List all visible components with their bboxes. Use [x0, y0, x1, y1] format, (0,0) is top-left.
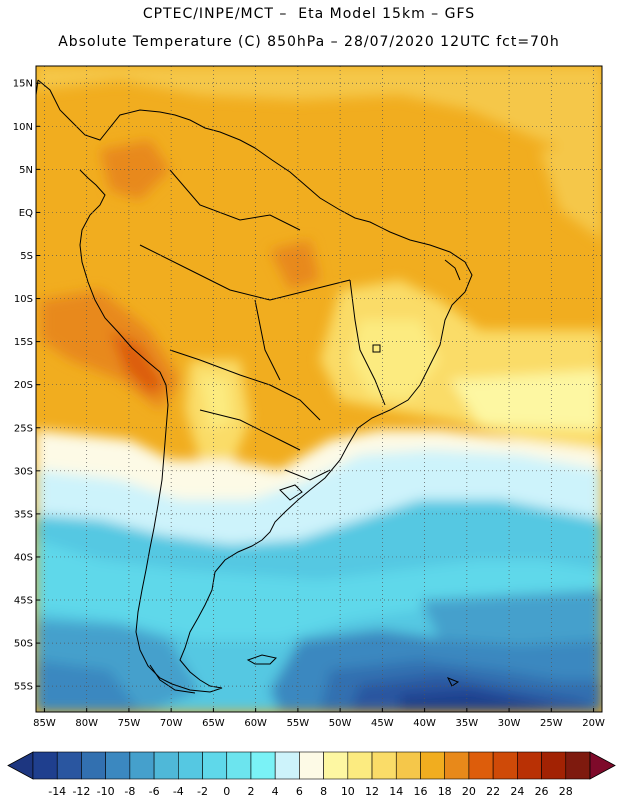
colorbar-label: 4	[272, 785, 279, 798]
colorbar-label: 18	[438, 785, 452, 798]
map-frame	[35, 65, 603, 713]
colorbar-swatch	[178, 751, 203, 780]
lat-tick-label: 10N	[13, 122, 33, 133]
lon-tick-label: 40W	[413, 718, 436, 729]
latitude-axis: 15N 10N 5N EQ 5S 10S 15S 20S 25S 30S 35S 40S 45S 50S 5…	[13, 79, 40, 693]
colorbar-swatch	[371, 751, 397, 780]
colorbar-label: 26	[535, 785, 549, 798]
colorbar-label: 8	[320, 785, 327, 798]
colorbar-label: 20	[462, 785, 476, 798]
lon-tick-label: 20W	[582, 718, 605, 729]
lat-tick-label: 20S	[14, 380, 33, 391]
colorbar-label: 22	[486, 785, 500, 798]
colorbar-swatch	[541, 751, 567, 780]
lat-tick-label: 50S	[14, 639, 33, 650]
lat-tick-label: 40S	[14, 552, 33, 563]
colorbar-label: -6	[149, 785, 160, 798]
colorbar-under-arrow	[7, 751, 34, 780]
lat-tick-label: 55S	[14, 682, 33, 693]
lat-tick-label: 45S	[14, 596, 33, 607]
colorbar-label: -2	[197, 785, 208, 798]
lon-tick-label: 85W	[33, 718, 56, 729]
lat-tick-label: 30S	[14, 466, 33, 477]
colorbar-label: -10	[97, 785, 115, 798]
colorbar-label: 28	[559, 785, 573, 798]
colorbar-over-arrow	[589, 751, 616, 780]
colorbar-swatch	[420, 751, 445, 780]
colorbar-label: 12	[365, 785, 379, 798]
lon-tick-label: 60W	[244, 718, 267, 729]
colorbar-label: -8	[124, 785, 135, 798]
lat-tick-label: 15N	[13, 79, 33, 90]
colorbar-swatch	[468, 751, 494, 780]
colorbar-label: 14	[389, 785, 403, 798]
lat-tick-label: EQ	[19, 208, 33, 219]
lon-tick-label: 45W	[371, 718, 394, 729]
colorbar-swatch	[81, 751, 106, 780]
lon-tick-label: 35W	[456, 718, 479, 729]
colorbar-label: 6	[296, 785, 303, 798]
colorbar-label: 10	[341, 785, 355, 798]
lat-tick-label: 35S	[14, 509, 33, 520]
lat-tick-label: 5N	[19, 165, 33, 176]
colorbar-swatch	[347, 751, 373, 780]
longitude-axis: 85W 80W 75W 70W 65W 60W 55W 50W 45W 40W 35W 30W 25W 2…	[33, 708, 605, 729]
colorbar-label: 2	[247, 785, 254, 798]
colorbar-label: -12	[72, 785, 90, 798]
lat-tick-label: 15S	[14, 337, 33, 348]
colorbar-swatch	[226, 751, 252, 780]
colorbar-swatch	[323, 751, 349, 780]
colorbar-swatch	[202, 751, 228, 780]
lat-tick-label: 10S	[14, 294, 33, 305]
colorbar-swatch	[444, 751, 470, 780]
colorbar-label: 24	[510, 785, 524, 798]
lon-tick-label: 80W	[75, 718, 98, 729]
colorbar-swatch	[274, 751, 300, 780]
colorbar-swatch	[153, 751, 179, 780]
colorbar-swatch	[129, 751, 155, 780]
lon-tick-label: 75W	[118, 718, 141, 729]
lon-tick-label: 25W	[540, 718, 563, 729]
colorbar-swatch	[517, 751, 542, 780]
map-title-line1: CPTEC/INPE/MCT – Eta Model 15km – GFS	[142, 6, 476, 22]
colorbar-label: 0	[223, 785, 230, 798]
colorbar: -14 -12 -10 -8 -6 -4 -2 0 2 4 6 8 10 12 14 16 18 20 22 24 26…	[7, 751, 616, 798]
colorbar-swatch	[32, 751, 58, 780]
colorbar-label: -14	[48, 785, 66, 798]
colorbar-swatch	[299, 751, 324, 780]
lat-tick-label: 25S	[14, 423, 33, 434]
lon-tick-label: 55W	[287, 718, 310, 729]
colorbar-label: -4	[173, 785, 184, 798]
lon-tick-label: 70W	[160, 718, 183, 729]
colorbar-swatch	[395, 751, 421, 780]
colorbar-swatch	[105, 751, 131, 780]
lat-tick-label: 5S	[20, 251, 33, 262]
colorbar-swatch	[492, 751, 518, 780]
lon-tick-label: 30W	[498, 718, 521, 729]
colorbar-swatch	[565, 751, 591, 780]
lon-tick-label: 50W	[329, 718, 352, 729]
colorbar-swatch	[56, 751, 82, 780]
map-title-line2: Absolute Temperature (C) 850hPa – 28/07/…	[58, 34, 560, 50]
lon-tick-label: 65W	[202, 718, 225, 729]
colorbar-swatch	[250, 751, 276, 780]
temperature-field	[36, 66, 602, 712]
coastlines	[36, 79, 473, 694]
colorbar-label: 16	[413, 785, 427, 798]
